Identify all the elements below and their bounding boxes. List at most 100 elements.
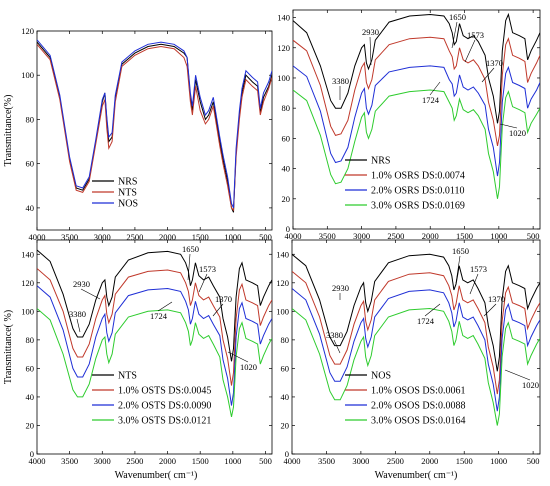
peak-annotation: 1573	[199, 264, 216, 274]
annotation-arrow	[187, 253, 191, 281]
annotation-arrow	[157, 301, 173, 312]
legend-label: 1.0% OSRS DS:0.0074	[371, 171, 465, 182]
peak-annotation: 3380	[332, 76, 349, 86]
panel-d: 4000 3500 3000 2500 2000 1500 1000 500 0 20 40 60 80…	[276, 239, 541, 466]
y-tick-label: 80	[281, 335, 290, 345]
annotation-arrow	[429, 81, 441, 96]
series-line	[293, 36, 540, 146]
series-line	[37, 39, 272, 209]
x-tick-label: 1000	[224, 456, 241, 466]
y-tick-label: 20	[281, 420, 290, 430]
peak-annotation: 1370	[215, 294, 232, 304]
x-axis-label: Wavenumber( cm⁻¹)	[115, 470, 198, 481]
x-axis-label: Wavenumber( cm⁻¹)	[375, 470, 458, 481]
plot-frame	[36, 30, 273, 231]
peak-annotation: 2930	[73, 279, 90, 289]
x-tick-label: 1000	[490, 231, 507, 241]
series-line	[37, 285, 272, 406]
legend-label: 3.0% OSOS DS:0.0164	[371, 416, 465, 427]
peak-annotation: 3380	[69, 309, 86, 319]
peak-annotation: 1724	[422, 95, 440, 105]
peak-annotation: 2930	[362, 27, 379, 37]
y-tick-label: 140	[276, 249, 289, 259]
y-tick-label: 80	[26, 114, 35, 124]
y-tick-label: 100	[21, 70, 34, 80]
legend-label: NRS	[118, 177, 137, 188]
y-tick-label: 80	[282, 103, 291, 113]
annotation-arrow	[451, 21, 458, 49]
annotation-arrow	[212, 303, 224, 317]
peak-annotation: 1370	[488, 294, 505, 304]
annotation-arrow	[198, 273, 208, 293]
peak-annotation: 1020	[240, 362, 257, 372]
y-tick-label: 100	[277, 73, 290, 83]
series-line	[293, 12, 540, 124]
x-tick-label: 2000	[422, 231, 439, 241]
legend-label: 1.0% OSTS DS:0.0045	[118, 386, 211, 397]
y-tick-label: 40	[26, 392, 35, 402]
y-tick-label: 120	[277, 43, 290, 53]
x-tick-label: 1000	[490, 456, 507, 466]
x-tick-label: 2000	[159, 232, 176, 242]
y-tick-label: 60	[26, 363, 35, 373]
y-tick-label: 120	[21, 26, 34, 36]
x-tick-label: 1500	[192, 456, 209, 466]
y-axis-label: Transmittance( %)	[3, 310, 14, 384]
x-tick-label: 500	[527, 456, 540, 466]
x-tick-label: 3000	[352, 456, 369, 466]
annotation-arrow	[369, 36, 372, 66]
x-tick-label: 3500	[61, 456, 78, 466]
legend-label: NRS	[371, 156, 390, 167]
series-line	[37, 43, 272, 212]
plot-frame	[292, 9, 541, 230]
y-tick-label: 120	[276, 278, 289, 288]
y-tick-label: 100	[21, 306, 34, 316]
x-tick-label: 1000	[224, 232, 241, 242]
legend-label: 3.0% OSTS DS:0.0121	[118, 416, 211, 427]
y-tick-label: 80	[26, 335, 35, 345]
annotation-arrow	[469, 273, 479, 295]
x-tick-label: 1500	[456, 231, 473, 241]
x-tick-label: 3000	[94, 456, 111, 466]
annotation-arrow	[80, 288, 101, 300]
y-tick-label: 40	[26, 203, 35, 213]
legend-label: NTS	[118, 371, 137, 382]
x-tick-label: 3000	[353, 231, 370, 241]
peak-annotation: 1724	[417, 316, 435, 326]
annotation-arrow	[424, 303, 441, 317]
x-tick-label: 4000	[29, 456, 46, 466]
x-tick-label: 3000	[94, 232, 111, 242]
y-tick-label: 60	[281, 363, 290, 373]
x-tick-label: 1500	[456, 456, 473, 466]
legend-label: 2.0% OSOS DS:0.0088	[371, 401, 465, 412]
y-tick-label: 0	[285, 449, 289, 459]
legend-label: 2.0% OSTS DS:0.0090	[118, 401, 211, 412]
x-tick-label: 2500	[387, 456, 404, 466]
legend-label: 1.0% OSOS DS:0.0061	[371, 386, 465, 397]
legend-label: NTS	[118, 188, 137, 199]
y-axis-label: Transmittance(%)	[3, 95, 14, 167]
legend-label: NOS	[371, 371, 391, 382]
panel-c: 4000 3500 3000 2500 2000 1500 1000 500 0 20 40 60 80…	[3, 239, 273, 466]
peak-annotation: 1650	[182, 244, 199, 254]
annotation-arrow	[464, 39, 476, 63]
y-tick-label: 40	[282, 164, 291, 174]
y-tick-label: 100	[276, 306, 289, 316]
annotation-arrow	[227, 351, 249, 363]
peak-annotation: 1650	[452, 246, 469, 256]
peak-annotation: 1020	[522, 380, 539, 390]
peak-annotation: 1573	[467, 30, 484, 40]
y-tick-label: 40	[281, 392, 290, 402]
series-line	[37, 249, 272, 362]
x-tick-label: 500	[259, 456, 272, 466]
series-line	[292, 307, 540, 426]
series-line	[292, 288, 540, 412]
annotation-arrow	[333, 339, 341, 354]
x-tick-label: 2000	[421, 456, 438, 466]
x-tick-label: 2500	[387, 231, 404, 241]
series-line	[292, 271, 540, 395]
series-line	[37, 268, 272, 386]
y-tick-label: 120	[21, 278, 34, 288]
x-tick-label: 3500	[319, 231, 336, 241]
